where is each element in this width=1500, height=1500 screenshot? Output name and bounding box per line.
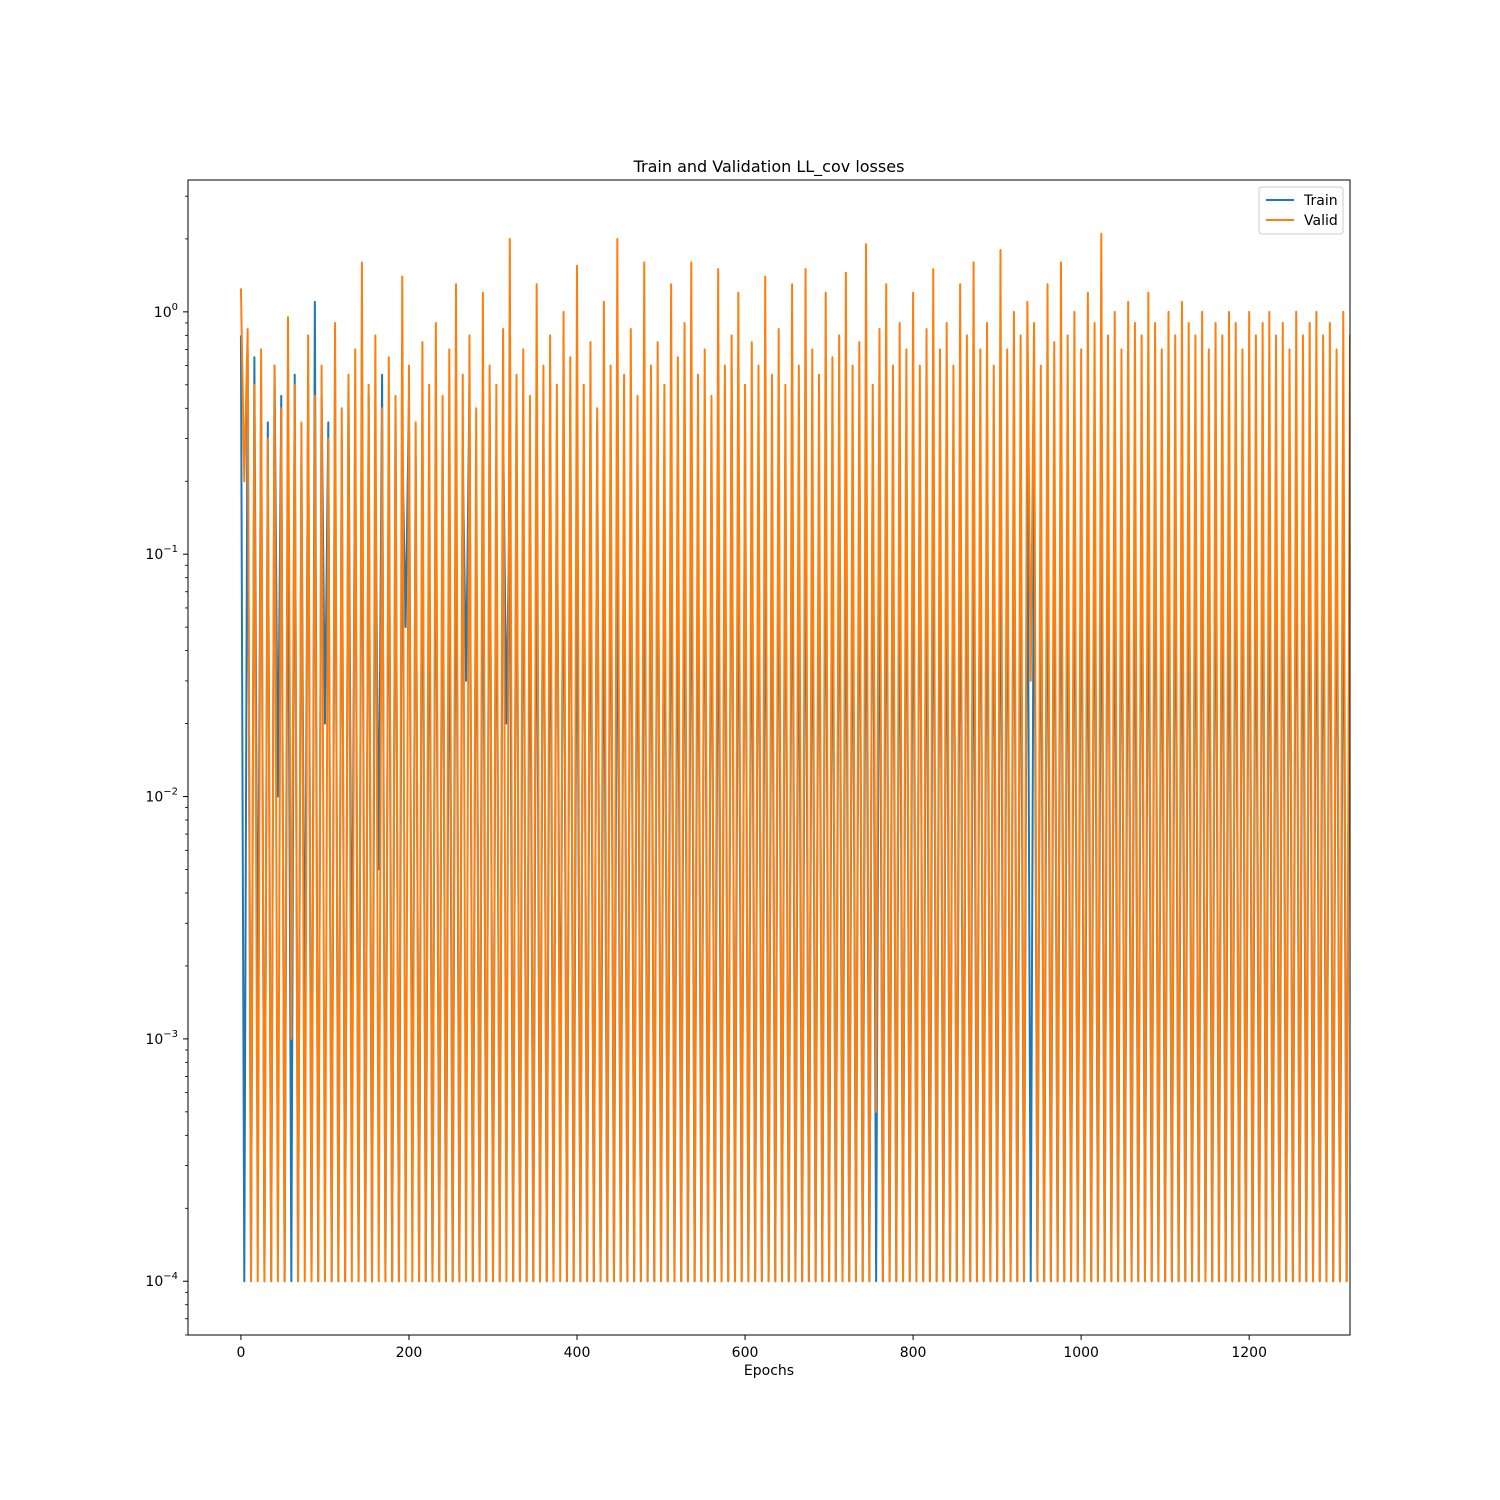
x-tick-label: 0 [236, 1345, 245, 1361]
x-axis: 0 200 400 600 800 1000 1200 [236, 1335, 1267, 1361]
x-tick-label: 600 [732, 1345, 759, 1361]
legend-box [1258, 186, 1344, 235]
legend-label-valid: Valid [1304, 213, 1338, 229]
x-tick-label: 200 [396, 1345, 423, 1361]
x-axis-label: Epochs [744, 1363, 794, 1379]
chart-title: Train and Validation LL_cov losses [633, 157, 905, 177]
y-tick-label: 10−3 [145, 1029, 178, 1048]
y-axis: 10−4 10−3 10−2 10−1 100 [145, 195, 188, 1336]
x-tick-label: 400 [564, 1345, 591, 1361]
x-tick-label: 1000 [1063, 1345, 1099, 1361]
y-tick-label: 10−1 [145, 544, 178, 563]
series-line-valid [239, 232, 1350, 1283]
y-tick-label: 100 [154, 302, 178, 321]
plot-area [239, 232, 1350, 1283]
x-tick-label: 1200 [1231, 1345, 1267, 1361]
legend-label-train: Train [1303, 193, 1338, 209]
y-tick-label: 10−2 [145, 787, 178, 806]
axes-frame [187, 179, 1351, 1336]
y-tick-label: 10−4 [145, 1271, 178, 1290]
x-tick-label: 800 [900, 1345, 927, 1361]
legend: Train Valid [1258, 186, 1344, 235]
